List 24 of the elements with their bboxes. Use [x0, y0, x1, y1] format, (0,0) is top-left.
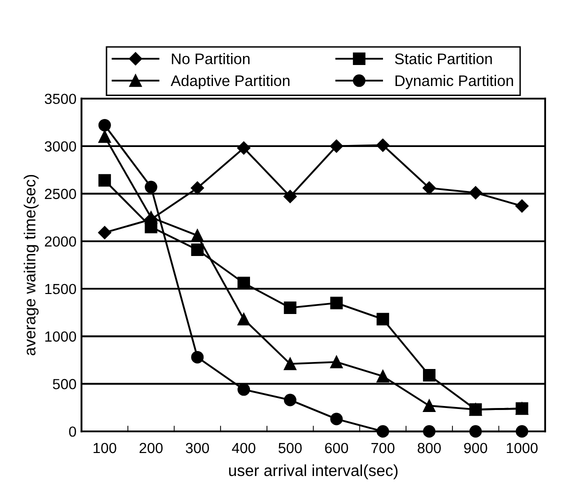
x-axis-title: user arrival interval(sec): [229, 464, 398, 480]
x-tick-label: 600: [325, 442, 348, 454]
legend-label: No Partition: [172, 53, 250, 64]
x-tick-label: 300: [186, 442, 209, 454]
x-tick-label: 500: [278, 442, 302, 454]
y-tick-label: 0: [69, 426, 76, 437]
x-tick-label: 800: [418, 442, 441, 454]
y-axis-title: average waiting time(sec): [24, 174, 39, 356]
y-tick-label: 3500: [44, 94, 76, 104]
legend-label: Adaptive Partition: [170, 74, 290, 90]
x-tick-label: 700: [371, 442, 394, 454]
y-tick-label: 3000: [44, 141, 76, 152]
legend-label: Dynamic Partition: [396, 74, 514, 90]
y-tick-label: 1500: [45, 284, 76, 294]
y-tick-label: 500: [52, 378, 76, 390]
x-tick-label: 100: [94, 442, 116, 454]
x-tick-label: 1000: [506, 442, 538, 454]
x-tick-label: 400: [232, 442, 256, 454]
legend-label: Static Partition: [394, 53, 492, 64]
x-tick-label: 900: [464, 442, 488, 454]
y-tick-label: 2500: [44, 188, 76, 200]
y-tick-label: 1000: [45, 331, 76, 342]
y-tick-label: 2000: [44, 236, 76, 247]
x-tick-label: 200: [140, 442, 163, 454]
